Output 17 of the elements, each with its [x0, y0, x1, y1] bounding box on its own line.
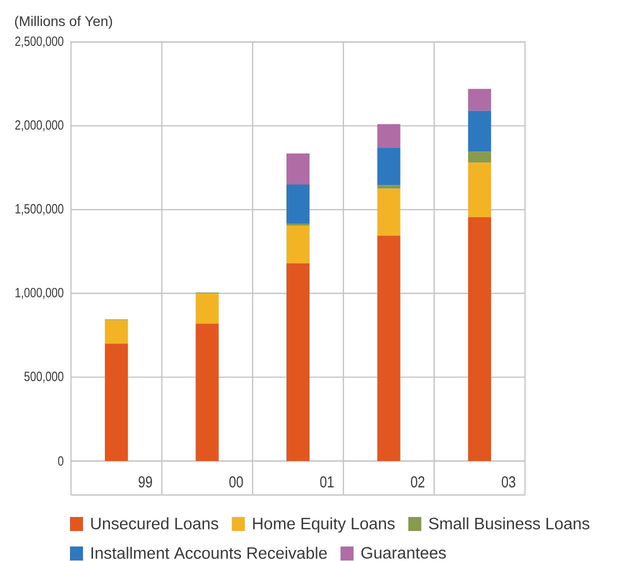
x-tick-label: 02	[410, 476, 424, 488]
legend-label: Home Equity Loans	[253, 517, 395, 533]
legend-label: Installment Accounts Receivable	[92, 546, 327, 559]
x-tick-label: 01	[320, 476, 334, 488]
y-tick-label: 2,000,000	[15, 120, 64, 132]
y-tick-label: 0	[58, 456, 64, 466]
x-tick-label: 03	[502, 476, 516, 488]
legend-label: Small Business Loans	[429, 517, 590, 530]
legend-label: Guarantees	[361, 547, 446, 559]
x-tick-label: 00	[229, 476, 243, 488]
y-tick-label: 500,000	[24, 372, 64, 383]
y-tick-label: 2,500,000	[15, 36, 64, 48]
legend-label: Unsecured Loans	[91, 517, 218, 530]
y-axis-title: (Millions of Yen)	[15, 16, 112, 29]
x-tick-label: 99	[138, 476, 152, 488]
y-tick-label: 1,500,000	[16, 204, 64, 216]
y-tick-label: 1,000,000	[16, 288, 64, 299]
